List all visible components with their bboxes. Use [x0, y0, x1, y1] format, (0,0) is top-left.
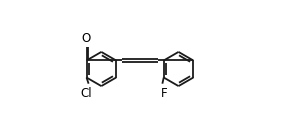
Text: O: O	[81, 32, 90, 45]
Text: Cl: Cl	[81, 87, 92, 100]
Text: F: F	[160, 87, 167, 100]
